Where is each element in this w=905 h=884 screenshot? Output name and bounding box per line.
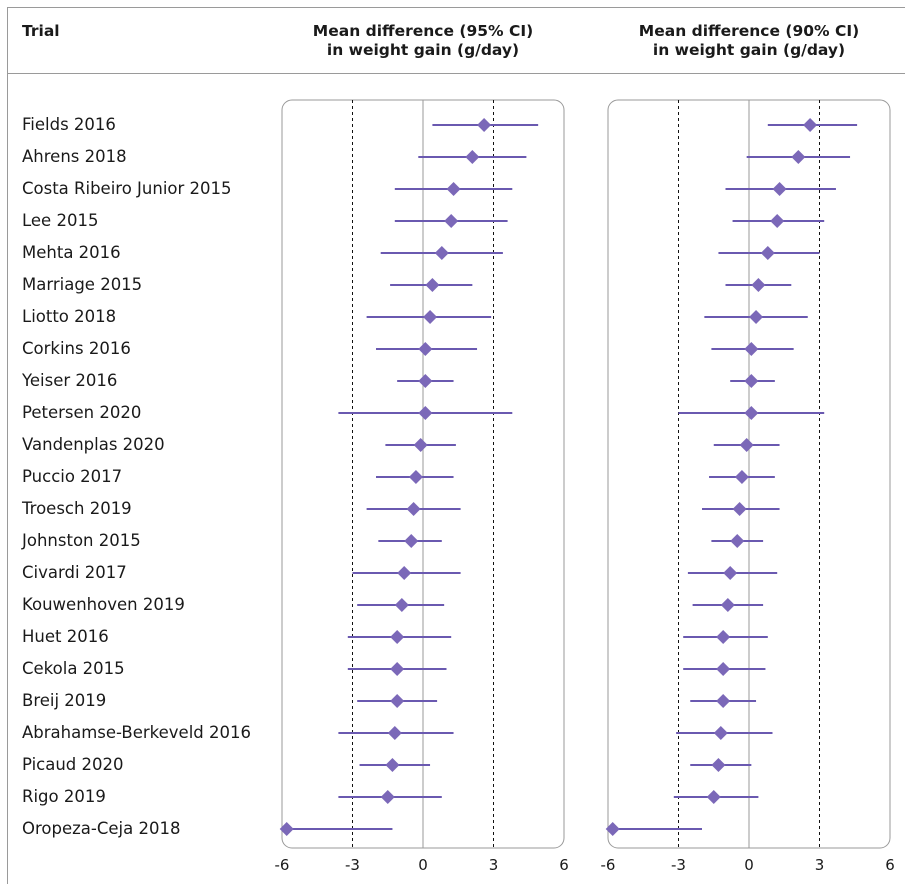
estimate-diamond xyxy=(723,566,738,580)
trial-name: Liotto 2018 xyxy=(22,307,117,326)
trial-name: Yeiser 2016 xyxy=(22,371,118,390)
x-tick-label: 3 xyxy=(815,856,825,874)
figure-frame xyxy=(7,7,905,884)
estimate-diamond xyxy=(739,438,754,452)
estimate-diamond xyxy=(720,598,735,612)
x-tick-label: -3 xyxy=(671,856,686,874)
estimate-diamond xyxy=(749,310,764,324)
trial-name: Fields 2016 xyxy=(22,115,116,134)
x-tick-label: -6 xyxy=(601,856,616,874)
trial-name: Kouwenhoven 2019 xyxy=(22,595,185,614)
estimate-diamond xyxy=(390,694,405,708)
x-tick-label: 6 xyxy=(885,856,895,874)
trial-name: Abrahamse-Berkeveld 2016 xyxy=(22,723,251,742)
estimate-diamond xyxy=(744,374,759,388)
estimate-diamond xyxy=(716,662,731,676)
estimate-diamond xyxy=(446,182,461,196)
estimate-diamond xyxy=(404,534,419,548)
left-panel-title: Mean difference (95% CI) in weight gain … xyxy=(282,22,564,60)
estimate-diamond xyxy=(605,822,620,836)
trial-name: Vandenplas 2020 xyxy=(22,435,165,454)
estimate-diamond xyxy=(418,374,433,388)
estimate-diamond xyxy=(390,662,405,676)
trial-name: Cekola 2015 xyxy=(22,659,125,678)
estimate-diamond xyxy=(760,246,775,260)
estimate-diamond xyxy=(413,438,428,452)
right-panel-title-line1: Mean difference (90% CI) xyxy=(638,22,860,40)
estimate-diamond xyxy=(477,118,492,132)
x-tick-label: 0 xyxy=(744,856,754,874)
estimate-diamond xyxy=(772,182,787,196)
estimate-diamond xyxy=(744,342,759,356)
x-tick-label: -3 xyxy=(345,856,360,874)
trial-name: Puccio 2017 xyxy=(22,467,123,486)
estimate-diamond xyxy=(770,214,785,228)
x-tick-label: -6 xyxy=(275,856,290,874)
trial-name: Oropeza-Ceja 2018 xyxy=(22,819,181,838)
estimate-diamond xyxy=(734,470,749,484)
estimate-diamond xyxy=(418,406,433,420)
right-panel-title: Mean difference (90% CI) in weight gain … xyxy=(608,22,890,60)
estimate-diamond xyxy=(390,630,405,644)
estimate-diamond xyxy=(803,118,818,132)
estimate-diamond xyxy=(732,502,747,516)
estimate-diamond xyxy=(418,342,433,356)
right-panel-title-line2: in weight gain (g/day) xyxy=(652,41,846,59)
estimate-diamond xyxy=(716,630,731,644)
estimate-diamond xyxy=(423,310,438,324)
left-panel-title-line2: in weight gain (g/day) xyxy=(326,41,520,59)
trial-name: Rigo 2019 xyxy=(22,787,106,806)
estimate-diamond xyxy=(406,502,421,516)
estimate-diamond xyxy=(444,214,459,228)
estimate-diamond xyxy=(397,566,412,580)
estimate-diamond xyxy=(751,278,766,292)
estimate-diamond xyxy=(408,470,423,484)
estimate-diamond xyxy=(387,726,402,740)
estimate-diamond xyxy=(713,726,728,740)
x-tick-label: 3 xyxy=(489,856,499,874)
estimate-diamond xyxy=(380,790,395,804)
estimate-diamond xyxy=(744,406,759,420)
trial-name: Lee 2015 xyxy=(22,211,99,230)
trial-name: Ahrens 2018 xyxy=(22,147,127,166)
estimate-diamond xyxy=(425,278,440,292)
estimate-diamond xyxy=(385,758,400,772)
trial-name: Petersen 2020 xyxy=(22,403,142,422)
trial-column-header: Trial xyxy=(22,22,60,40)
estimate-diamond xyxy=(791,150,806,164)
estimate-diamond xyxy=(394,598,409,612)
trial-name: Johnston 2015 xyxy=(22,531,141,550)
trial-name: Civardi 2017 xyxy=(22,563,127,582)
trial-name: Breij 2019 xyxy=(22,691,107,710)
trial-name: Costa Ribeiro Junior 2015 xyxy=(22,179,232,198)
header-divider xyxy=(8,73,905,74)
trial-name: Mehta 2016 xyxy=(22,243,121,262)
estimate-diamond xyxy=(716,694,731,708)
estimate-diamond xyxy=(730,534,745,548)
trial-name: Troesch 2019 xyxy=(22,499,132,518)
x-tick-label: 0 xyxy=(418,856,428,874)
left-panel-title-line1: Mean difference (95% CI) xyxy=(312,22,534,40)
trial-name: Corkins 2016 xyxy=(22,339,131,358)
trial-name: Huet 2016 xyxy=(22,627,109,646)
x-tick-label: 6 xyxy=(559,856,569,874)
trial-name: Marriage 2015 xyxy=(22,275,143,294)
trial-name: Picaud 2020 xyxy=(22,755,124,774)
estimate-diamond xyxy=(279,822,294,836)
estimate-diamond xyxy=(434,246,449,260)
estimate-diamond xyxy=(711,758,726,772)
estimate-diamond xyxy=(706,790,721,804)
estimate-diamond xyxy=(465,150,480,164)
